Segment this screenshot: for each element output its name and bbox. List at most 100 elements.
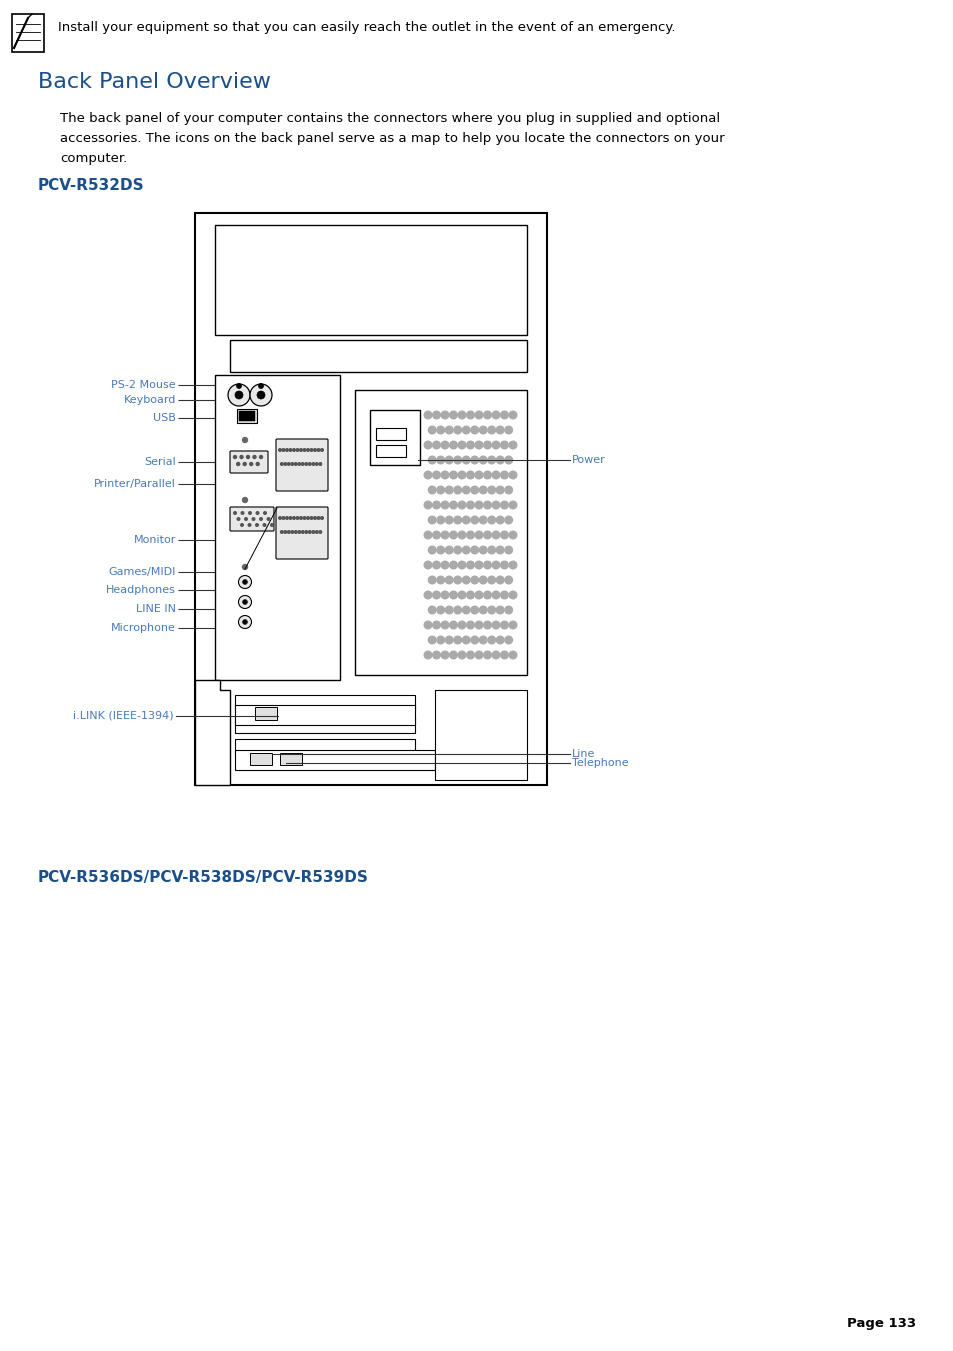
Circle shape (466, 411, 474, 419)
Circle shape (297, 531, 300, 534)
Circle shape (462, 607, 470, 613)
Circle shape (238, 576, 252, 589)
Bar (375, 444, 406, 457)
Circle shape (256, 462, 259, 466)
Circle shape (466, 531, 474, 539)
Bar (370, 409, 419, 465)
Circle shape (428, 426, 436, 434)
Circle shape (436, 426, 444, 434)
Bar (234, 705, 415, 725)
Circle shape (475, 621, 482, 628)
Circle shape (238, 616, 252, 628)
Bar (12, 14, 44, 51)
Circle shape (433, 411, 440, 419)
Circle shape (457, 531, 465, 539)
Circle shape (424, 501, 432, 509)
Circle shape (504, 576, 512, 584)
Circle shape (445, 576, 453, 584)
Circle shape (445, 546, 453, 554)
Circle shape (433, 651, 440, 659)
Circle shape (457, 411, 465, 419)
Circle shape (278, 449, 281, 451)
Circle shape (436, 636, 444, 644)
Circle shape (500, 411, 508, 419)
Circle shape (433, 442, 440, 449)
Circle shape (500, 592, 508, 598)
Circle shape (445, 486, 453, 494)
Circle shape (445, 457, 453, 463)
Circle shape (236, 462, 239, 466)
Circle shape (462, 516, 470, 524)
Circle shape (509, 592, 517, 598)
Circle shape (440, 561, 448, 569)
Circle shape (483, 561, 491, 569)
Circle shape (236, 384, 241, 389)
Circle shape (424, 561, 432, 569)
Circle shape (496, 457, 503, 463)
Circle shape (294, 462, 296, 465)
Circle shape (424, 621, 432, 628)
Bar (355, 390, 526, 676)
Circle shape (457, 471, 465, 478)
Circle shape (284, 531, 286, 534)
Circle shape (436, 457, 444, 463)
Circle shape (483, 531, 491, 539)
FancyBboxPatch shape (230, 451, 268, 473)
Text: accessories. The icons on the back panel serve as a map to help you locate the c: accessories. The icons on the back panel… (60, 132, 724, 145)
Circle shape (449, 621, 456, 628)
Circle shape (424, 411, 432, 419)
Circle shape (504, 516, 512, 524)
Circle shape (483, 471, 491, 478)
Circle shape (483, 621, 491, 628)
Circle shape (509, 621, 517, 628)
Circle shape (433, 471, 440, 478)
Bar (280, 753, 302, 765)
Circle shape (466, 592, 474, 598)
Circle shape (454, 576, 461, 584)
Circle shape (433, 561, 440, 569)
Polygon shape (194, 680, 230, 785)
Circle shape (487, 457, 495, 463)
Circle shape (496, 607, 503, 613)
Circle shape (440, 411, 448, 419)
Circle shape (496, 426, 503, 434)
Circle shape (316, 449, 319, 451)
Text: i.LINK (IEEE-1394): i.LINK (IEEE-1394) (73, 711, 173, 721)
Circle shape (496, 576, 503, 584)
Circle shape (500, 651, 508, 659)
Circle shape (250, 384, 272, 407)
Text: Power: Power (572, 455, 605, 465)
Circle shape (242, 497, 247, 503)
Circle shape (504, 607, 512, 613)
Circle shape (492, 501, 499, 509)
Circle shape (297, 462, 300, 465)
Circle shape (433, 531, 440, 539)
FancyBboxPatch shape (275, 507, 328, 559)
Bar (239, 411, 254, 422)
Circle shape (471, 516, 478, 524)
Circle shape (242, 580, 247, 585)
Circle shape (440, 531, 448, 539)
Circle shape (293, 516, 295, 519)
Circle shape (471, 486, 478, 494)
Circle shape (267, 517, 270, 520)
Circle shape (487, 546, 495, 554)
Circle shape (318, 531, 321, 534)
Circle shape (487, 607, 495, 613)
Circle shape (492, 592, 499, 598)
Circle shape (500, 501, 508, 509)
Circle shape (303, 449, 306, 451)
Circle shape (483, 592, 491, 598)
Circle shape (449, 411, 456, 419)
Circle shape (487, 516, 495, 524)
Circle shape (449, 471, 456, 478)
Text: Games/MIDI: Games/MIDI (109, 567, 175, 577)
Circle shape (280, 531, 283, 534)
Circle shape (252, 517, 254, 520)
Text: PCV-R532DS: PCV-R532DS (38, 178, 145, 193)
Bar (254, 707, 276, 720)
Circle shape (500, 531, 508, 539)
Circle shape (306, 516, 309, 519)
Bar (375, 428, 406, 440)
Circle shape (509, 411, 517, 419)
